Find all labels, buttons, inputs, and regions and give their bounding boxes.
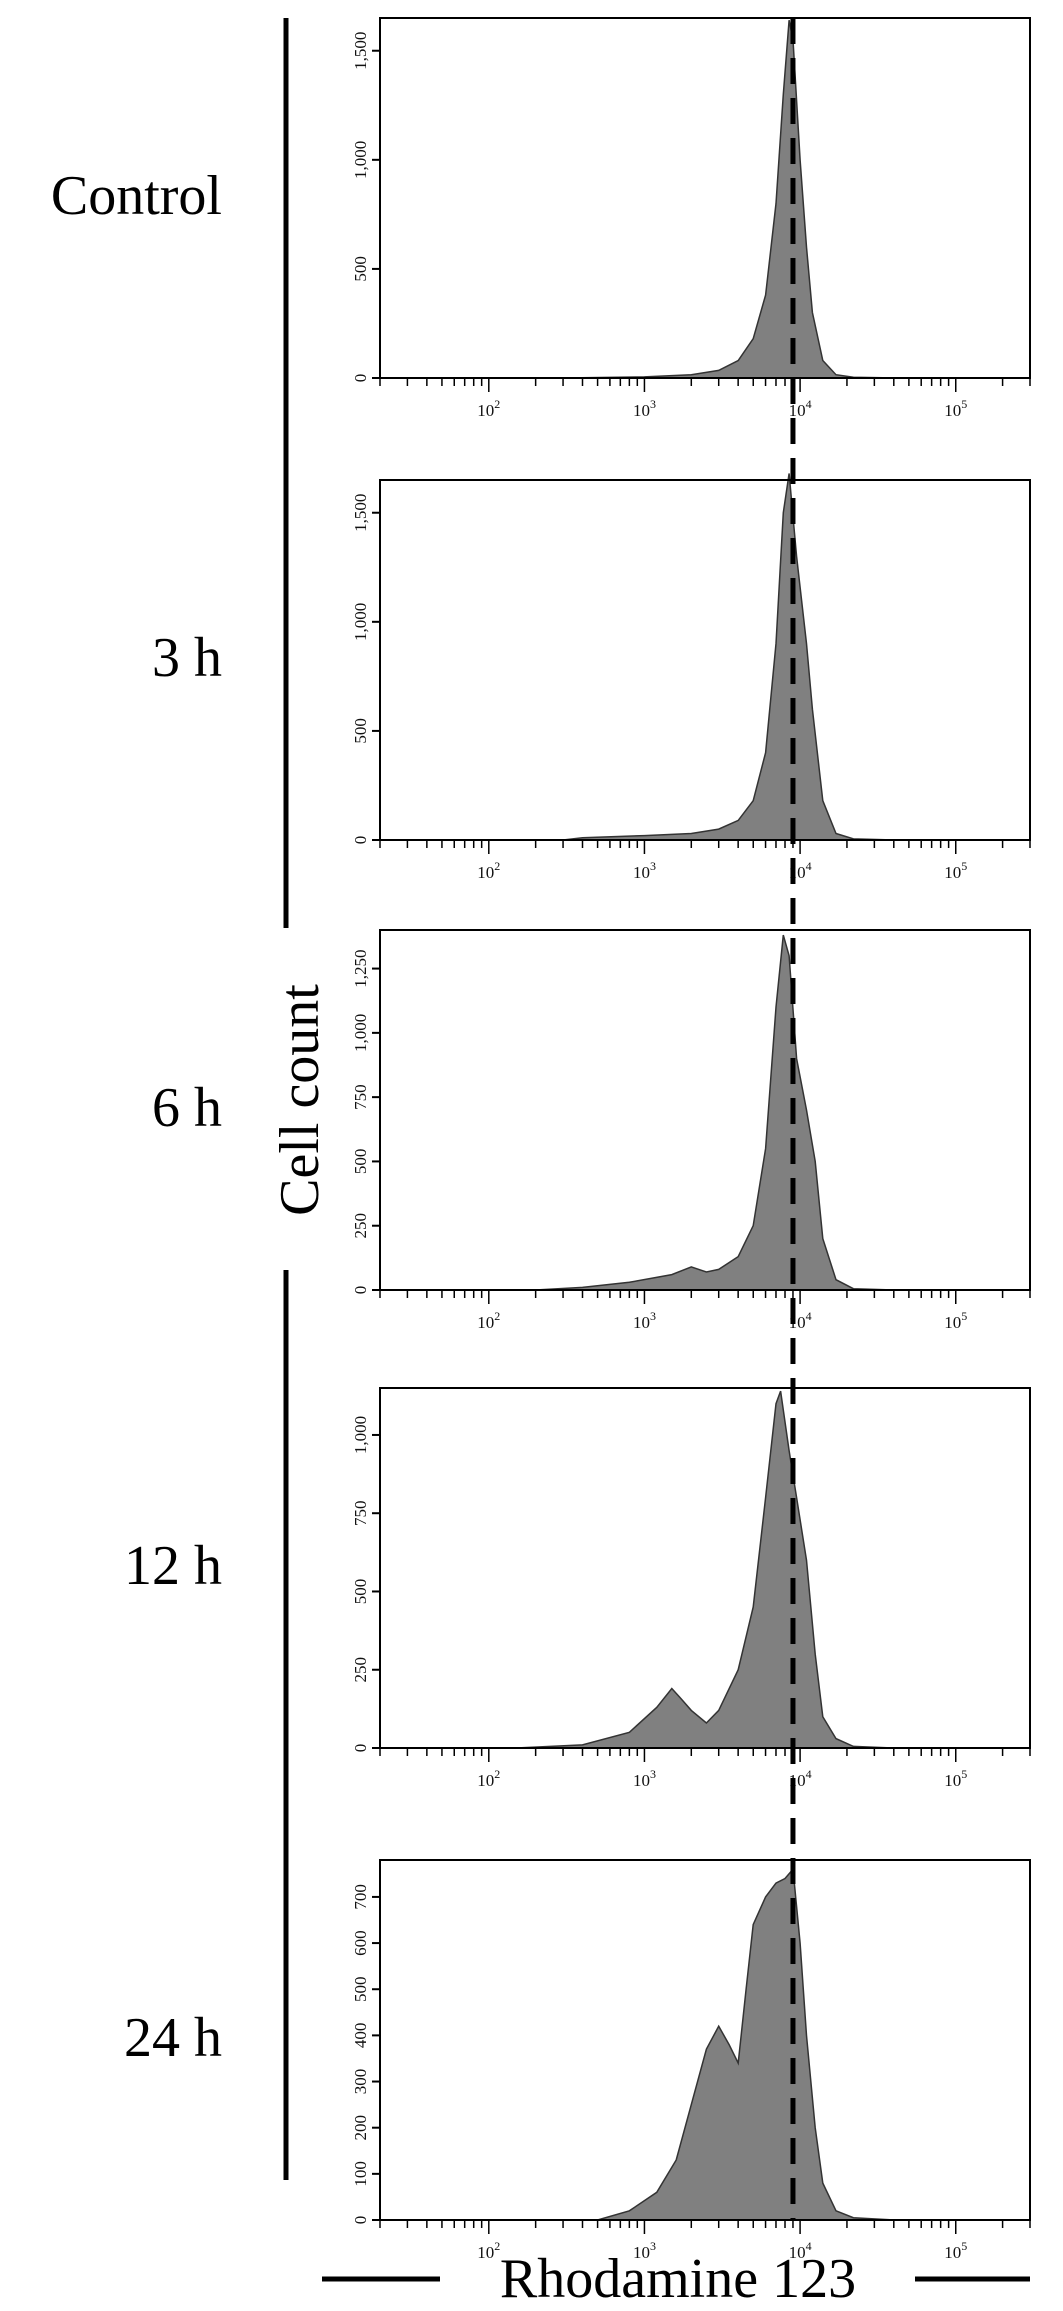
x-tick-label: 105 <box>944 1309 967 1332</box>
histogram-area <box>563 473 894 841</box>
x-tick-exponent: 4 <box>806 1767 812 1781</box>
y-tick-label: 250 <box>351 1657 370 1683</box>
plot-frame <box>379 17 1031 379</box>
y-tick-label: 600 <box>351 1930 370 1956</box>
y-tick-label: 500 <box>351 1976 370 2002</box>
y-tick-label: 100 <box>351 2161 370 2187</box>
y-tick-label: 0 <box>351 2216 370 2225</box>
histogram-area <box>535 934 894 1291</box>
condition-label: 3 h <box>152 627 222 689</box>
y-tick-label: 750 <box>351 1500 370 1526</box>
y-tick-label: 0 <box>351 836 370 845</box>
x-tick-exponent: 3 <box>650 2239 656 2253</box>
y-tick-label: 500 <box>351 256 370 282</box>
x-tick-label: 102 <box>477 1767 500 1790</box>
y-tick-label: 500 <box>351 1579 370 1605</box>
plot-frame <box>379 479 1031 841</box>
x-tick-label: 103 <box>633 1767 656 1790</box>
histogram-area <box>597 1867 894 2221</box>
x-tick-exponent: 3 <box>650 859 656 873</box>
y-tick-label: 1,000 <box>351 603 370 641</box>
y-tick-label: 0 <box>351 1744 370 1753</box>
x-tick-exponent: 4 <box>806 2239 812 2253</box>
x-tick-exponent: 4 <box>806 397 812 411</box>
x-tick-exponent: 3 <box>650 397 656 411</box>
x-tick-exponent: 3 <box>650 1309 656 1323</box>
x-tick-exponent: 5 <box>961 859 967 873</box>
condition-label: Control <box>51 165 222 227</box>
x-tick-label: 105 <box>944 2239 967 2262</box>
x-tick-exponent: 5 <box>961 397 967 411</box>
x-tick-label: 102 <box>477 397 500 420</box>
x-tick-exponent: 2 <box>494 1767 500 1781</box>
x-tick-label: 102 <box>477 1309 500 1332</box>
histogram-area <box>516 1390 894 1749</box>
x-axis-label: Rhodamine 123 <box>500 2248 856 2310</box>
y-tick-label: 750 <box>351 1084 370 1110</box>
y-tick-label: 500 <box>351 718 370 744</box>
y-tick-label: 400 <box>351 2023 370 2049</box>
x-tick-label: 105 <box>944 397 967 420</box>
x-tick-label: 103 <box>633 859 656 882</box>
x-tick-exponent: 2 <box>494 1309 500 1323</box>
y-axis-label: Cell count <box>269 984 331 1216</box>
overlay-layer: Cell count Rhodamine 123 <box>269 18 1030 2310</box>
x-tick-exponent: 2 <box>494 859 500 873</box>
plot-frame <box>379 1859 1031 2221</box>
y-tick-label: 0 <box>351 1286 370 1295</box>
y-tick-label: 250 <box>351 1213 370 1239</box>
y-tick-label: 1,250 <box>351 949 370 987</box>
plot-frame <box>379 929 1031 1291</box>
y-tick-label: 500 <box>351 1149 370 1175</box>
y-tick-label: 1,000 <box>351 1416 370 1454</box>
y-tick-label: 700 <box>351 1884 370 1910</box>
x-tick-label: 102 <box>477 859 500 882</box>
y-tick-label: 1,000 <box>351 141 370 179</box>
condition-label: 24 h <box>124 2007 222 2069</box>
x-tick-exponent: 4 <box>806 859 812 873</box>
x-tick-exponent: 5 <box>961 2239 967 2253</box>
x-tick-label: 105 <box>944 1767 967 1790</box>
plot-frame <box>379 1387 1031 1749</box>
y-tick-label: 200 <box>351 2115 370 2141</box>
y-tick-label: 1,500 <box>351 32 370 70</box>
x-tick-exponent: 3 <box>650 1767 656 1781</box>
x-tick-label: 103 <box>633 397 656 420</box>
y-tick-label: 1,500 <box>351 494 370 532</box>
y-tick-label: 300 <box>351 2069 370 2095</box>
x-tick-label: 103 <box>633 1309 656 1332</box>
x-tick-label: 102 <box>477 2239 500 2262</box>
histogram-area <box>563 20 894 379</box>
x-tick-exponent: 2 <box>494 2239 500 2253</box>
x-tick-exponent: 5 <box>961 1767 967 1781</box>
x-tick-exponent: 5 <box>961 1309 967 1323</box>
y-tick-label: 1,000 <box>351 1014 370 1052</box>
condition-label: 12 h <box>124 1535 222 1597</box>
x-tick-label: 105 <box>944 859 967 882</box>
y-tick-label: 0 <box>351 374 370 383</box>
x-tick-exponent: 4 <box>806 1309 812 1323</box>
x-tick-exponent: 2 <box>494 397 500 411</box>
condition-label: 6 h <box>152 1077 222 1139</box>
